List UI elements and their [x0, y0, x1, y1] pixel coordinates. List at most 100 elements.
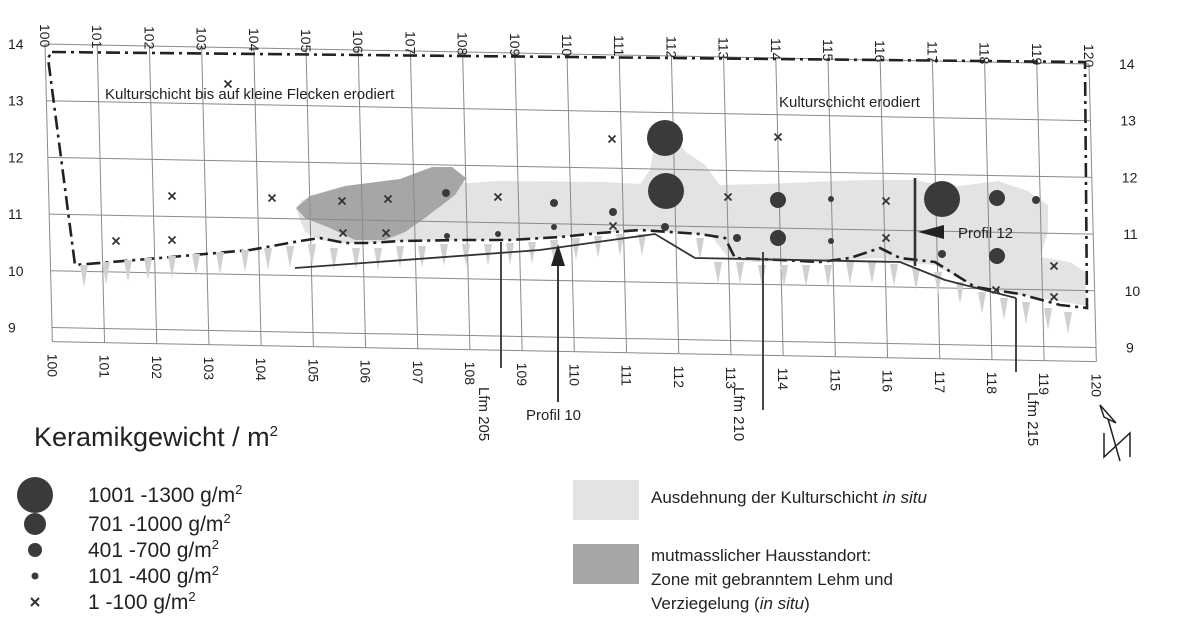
cross-symbol-1-100 [338, 228, 348, 238]
house-zone-area [296, 167, 466, 240]
circle-xl-symbol [924, 181, 960, 217]
grid-line-n13 [46, 100, 1091, 122]
cross-symbol-1-100 [111, 236, 121, 246]
annotation-profil-12: Profil 12 [958, 225, 1013, 242]
circle-s-symbol [495, 231, 501, 237]
grid-line-e118 [984, 61, 993, 360]
grid-line-e103 [201, 46, 210, 345]
cross-symbol-1-100 [383, 194, 393, 204]
axis-right-label: 14 [1119, 56, 1135, 72]
grid-line-n9 [51, 327, 1097, 348]
culture-layer-swatch [573, 480, 639, 520]
erosion-mark [1000, 298, 1008, 320]
cross-symbol-1-100 [1049, 292, 1059, 302]
axis-bottom-label: 110 [566, 364, 582, 387]
cross-symbol-1-100 [723, 192, 733, 202]
axis-top-label: 117 [924, 41, 940, 64]
axis-top-label: 102 [141, 26, 157, 50]
axis-top-label: 119 [1029, 43, 1045, 66]
grid-line-n11 [49, 213, 1094, 235]
erosion-mark [868, 262, 876, 284]
circle-xl-icon [17, 477, 53, 513]
axis-right-label: 12 [1122, 169, 1138, 185]
axis-top-label: 118 [977, 42, 993, 65]
grid-line-e107 [409, 50, 419, 349]
grid-line-e104 [253, 47, 262, 346]
cross-symbol-1-100 [381, 228, 391, 238]
grid-line-e110 [566, 53, 575, 352]
grid-line-e119 [1036, 62, 1045, 361]
axis-bottom-label: 100 [44, 354, 60, 378]
erosion-mark [264, 248, 272, 270]
axis-bottom-label: 107 [410, 361, 426, 385]
axis-bottom-label: 116 [880, 370, 896, 393]
erosion-mark [824, 265, 832, 287]
axis-bottom-label: 102 [149, 356, 165, 380]
axis-left-label: 13 [8, 93, 24, 109]
axis-bottom-label: 108 [462, 362, 478, 386]
cross-symbol-1-100 [881, 196, 891, 206]
axis-top-label: 115 [820, 39, 836, 62]
axis-bottom-label: 115 [827, 369, 843, 392]
grid-line-n10 [50, 270, 1095, 292]
axis-bottom-label: 101 [97, 355, 113, 379]
grid-line-e120 [1088, 63, 1097, 362]
ceramic-weight-symbols [111, 79, 1059, 302]
annotation-eroded-spots: Kulturschicht bis auf kleine Flecken ero… [105, 86, 395, 103]
axis-top-label: 113 [716, 37, 732, 60]
circle-s-icon [31, 572, 39, 580]
grid-line-e111 [618, 54, 628, 353]
circle-m-symbol [550, 199, 558, 207]
cross-symbol-1-100 [167, 235, 177, 245]
erosion-mark [484, 244, 492, 266]
grid-line-n12 [47, 156, 1092, 178]
profil-10-arrow [551, 244, 565, 402]
axis-bottom-label: 113 [723, 367, 739, 390]
circle-s-symbol [828, 196, 834, 202]
axis-right-label: 10 [1125, 283, 1141, 299]
grid-line-e116 [879, 59, 889, 358]
erosion-mark [846, 262, 854, 284]
axis-bottom-label: 120 [1088, 374, 1104, 398]
axis-top-label: 116 [872, 40, 888, 63]
circle-l-symbol [770, 192, 786, 208]
cross-symbol-1-100 [773, 132, 783, 142]
cross-symbol-1-100 [991, 285, 1001, 295]
cross-symbol-1-100 [881, 233, 891, 243]
axis-top-label: 120 [1081, 44, 1097, 68]
erosion-mark [616, 234, 624, 256]
house-zone-swatch [573, 544, 639, 584]
axis-top-label: 109 [507, 33, 523, 57]
circle-m-symbol [1032, 196, 1040, 204]
legend-row-1001-1300: 1001 -1300 g/m2 [0, 477, 242, 513]
axis-top-label: 101 [89, 25, 105, 49]
axis-labels: 100 101 102 103 104 105 106 107 108 109 110 111 112 1… [8, 24, 1140, 397]
erosion-mark [638, 234, 646, 256]
erosion-mark [912, 268, 920, 290]
axis-bottom-label: 105 [305, 359, 321, 383]
axis-bottom-label: 106 [358, 360, 374, 384]
erosion-mark [802, 265, 810, 287]
erosion-mark [440, 244, 448, 266]
grid-line-e115 [827, 58, 836, 357]
axis-left-label: 12 [8, 149, 24, 165]
axis-left-label: 14 [8, 36, 24, 52]
erosion-mark [594, 236, 602, 258]
erosion-mark [528, 242, 536, 264]
axis-top-label: 110 [559, 34, 575, 57]
erosion-mark [192, 254, 200, 276]
erosion-mark [308, 244, 316, 266]
culture-layer-area [296, 128, 1087, 306]
erosion-slope-marks [80, 234, 1072, 334]
erosion-mark [374, 248, 382, 270]
erosion-mark [736, 262, 744, 284]
erosion-mark [144, 258, 152, 280]
erosion-mark [286, 246, 294, 268]
annotation-lfm-215: Lfm 215 [1024, 392, 1041, 446]
legend-house-zone: mutmasslicher Hausstandort: Zone mit geb… [573, 544, 893, 616]
erosion-mark [330, 248, 338, 270]
axis-bottom-label: 109 [514, 363, 530, 387]
circle-l-icon [24, 513, 46, 535]
axis-bottom-label: 112 [671, 366, 687, 389]
